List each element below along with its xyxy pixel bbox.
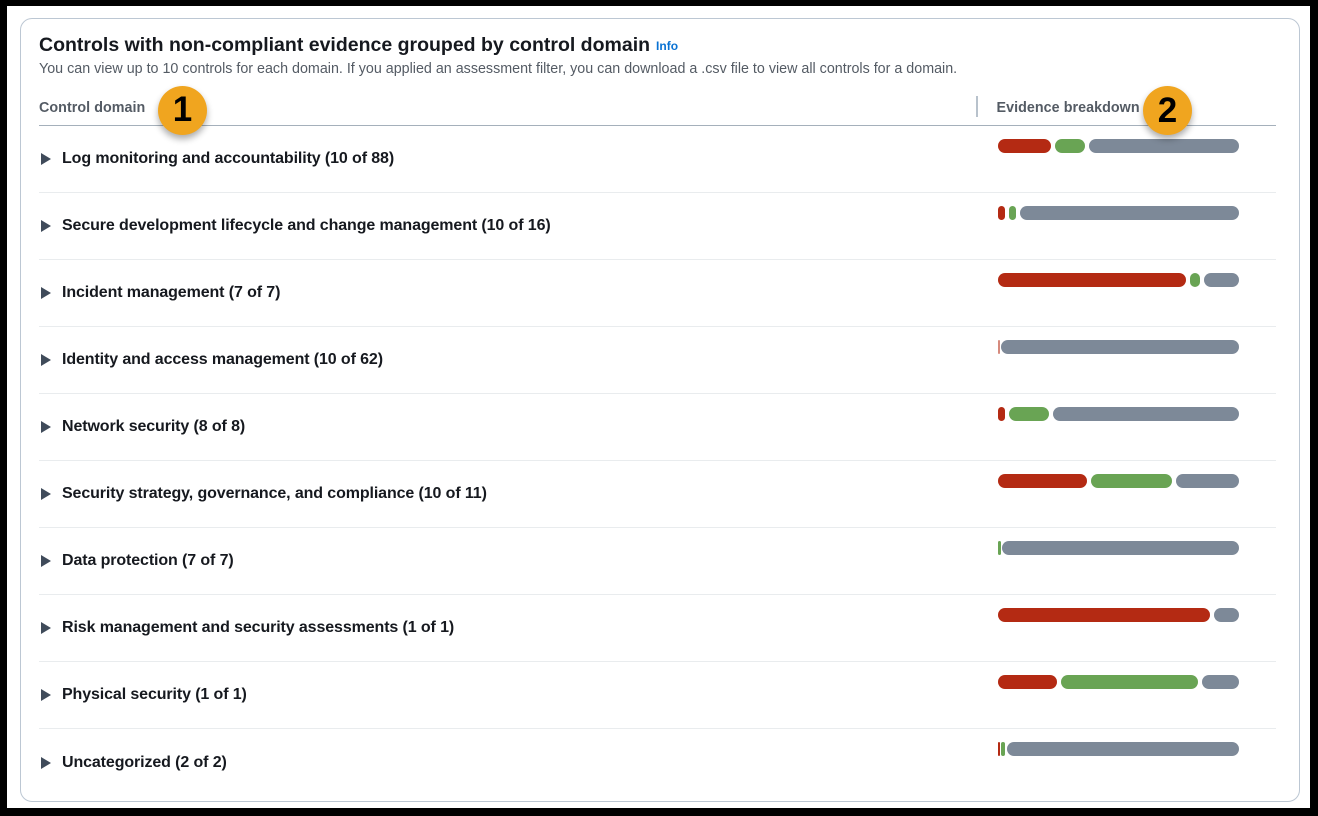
control-domain-row: Data protection (7 of 7) (39, 528, 1276, 595)
expandable-section-header[interactable]: Log monitoring and accountability (10 of… (39, 126, 979, 192)
table-header-rule (39, 124, 1276, 126)
bar-segment-red (998, 608, 1210, 622)
expand-caret-icon (41, 287, 51, 299)
info-link[interactable]: Info (656, 38, 679, 53)
expand-caret-icon (41, 689, 51, 701)
evidence-breakdown-bar (998, 407, 1239, 421)
evidence-breakdown-bar (998, 742, 1239, 756)
control-domain-row: Security strategy, governance, and compl… (39, 461, 1276, 528)
bar-segment-green (998, 541, 1001, 555)
expand-caret-icon (41, 354, 51, 366)
bar-segment-gray (1053, 407, 1239, 421)
expandable-section-header[interactable]: Uncategorized (2 of 2) (39, 729, 979, 796)
expandable-section-header[interactable]: Secure development lifecycle and change … (39, 193, 979, 259)
control-domain-row: Secure development lifecycle and change … (39, 193, 1276, 260)
control-domain-label: Incident management (7 of 7) (62, 284, 281, 301)
bar-segment-green (1009, 206, 1016, 220)
bar-segment-red (998, 206, 1005, 220)
control-domain-row: Log monitoring and accountability (10 of… (39, 126, 1276, 193)
evidence-breakdown-bar (998, 608, 1239, 622)
expandable-section-header[interactable]: Data protection (7 of 7) (39, 528, 979, 594)
expandable-section-header[interactable]: Risk management and security assessments… (39, 595, 979, 661)
bar-segment-red (998, 139, 1051, 153)
evidence-breakdown-bar (998, 206, 1239, 220)
expandable-section-header[interactable]: Network security (8 of 8) (39, 394, 979, 460)
bar-segment-green (1009, 407, 1049, 421)
column-header-control-domain: Control domain (39, 99, 146, 116)
control-domain-label: Log monitoring and accountability (10 of… (62, 150, 395, 167)
bar-segment-gray (1020, 206, 1239, 220)
expandable-section-header[interactable]: Identity and access management (10 of 62… (39, 327, 979, 393)
bar-segment-red (998, 474, 1087, 488)
bar-segment-gray (1214, 608, 1239, 622)
bar-segment-green (1190, 273, 1200, 287)
expand-caret-icon (41, 220, 51, 232)
control-domain-label: Secure development lifecycle and change … (62, 217, 551, 234)
screenshot-area: Controls with non-compliant evidence gro… (7, 6, 1310, 808)
control-domain-label: Security strategy, governance, and compl… (62, 485, 487, 502)
control-domain-label: Data protection (7 of 7) (62, 552, 234, 569)
callout-badge-1: 1 (158, 85, 207, 135)
expand-caret-icon (41, 421, 51, 433)
control-domain-row: Uncategorized (2 of 2) (39, 729, 1276, 796)
bar-segment-red (998, 340, 1000, 354)
bar-segment-red (998, 273, 1186, 287)
bar-segment-green (1061, 675, 1198, 689)
control-domain-row: Incident management (7 of 7) (39, 260, 1276, 327)
column-header-evidence-breakdown: Evidence breakdown (996, 99, 1140, 116)
column-divider (975, 95, 978, 117)
control-domain-row: Physical security (1 of 1) (39, 662, 1276, 729)
expand-caret-icon (41, 555, 51, 567)
control-domain-label: Risk management and security assessments… (62, 619, 455, 636)
bar-segment-gray (1000, 340, 1239, 354)
evidence-breakdown-bar (998, 675, 1239, 689)
control-domain-label: Physical security (1 of 1) (62, 686, 247, 703)
control-domain-label: Identity and access management (10 of 62… (62, 351, 383, 368)
panel-title-text: Controls with non-compliant evidence gro… (39, 33, 651, 56)
evidence-breakdown-bar (998, 340, 1239, 354)
bar-segment-red (998, 675, 1057, 689)
bar-segment-red (998, 742, 1000, 756)
bar-segment-green (1000, 742, 1005, 756)
evidence-breakdown-bar (998, 541, 1239, 555)
control-domain-row: Network security (8 of 8) (39, 394, 1276, 461)
control-domain-rows: Log monitoring and accountability (10 of… (39, 126, 1276, 796)
evidence-breakdown-bar (998, 474, 1239, 488)
bar-segment-gray (1089, 139, 1239, 153)
expand-caret-icon (41, 488, 51, 500)
expandable-section-header[interactable]: Security strategy, governance, and compl… (39, 461, 979, 527)
control-domain-label: Network security (8 of 8) (62, 418, 246, 435)
bar-segment-green (1091, 474, 1172, 488)
bar-segment-gray (1176, 474, 1239, 488)
bar-segment-gray (1202, 675, 1239, 689)
evidence-breakdown-bar (998, 139, 1239, 153)
callout-badge-2: 2 (1143, 86, 1192, 135)
bar-segment-red (998, 407, 1005, 421)
bar-segment-gray (1002, 541, 1239, 555)
control-domain-row: Identity and access management (10 of 62… (39, 327, 1276, 394)
expand-caret-icon (41, 622, 51, 634)
control-domain-row: Risk management and security assessments… (39, 595, 1276, 662)
panel-description: You can view up to 10 controls for each … (39, 60, 958, 77)
panel-title: Controls with non-compliant evidence gro… (39, 32, 678, 60)
evidence-breakdown-bar (998, 273, 1239, 287)
bar-segment-gray (1204, 273, 1239, 287)
expand-caret-icon (41, 756, 51, 769)
control-domain-label: Uncategorized (2 of 2) (62, 753, 227, 771)
expand-caret-icon (41, 153, 51, 165)
bar-segment-green (1055, 139, 1085, 153)
bar-segment-gray (1006, 742, 1239, 756)
expandable-section-header[interactable]: Incident management (7 of 7) (39, 260, 979, 326)
dashboard-widget-card: Controls with non-compliant evidence gro… (19, 17, 1300, 802)
expandable-section-header[interactable]: Physical security (1 of 1) (39, 662, 979, 728)
